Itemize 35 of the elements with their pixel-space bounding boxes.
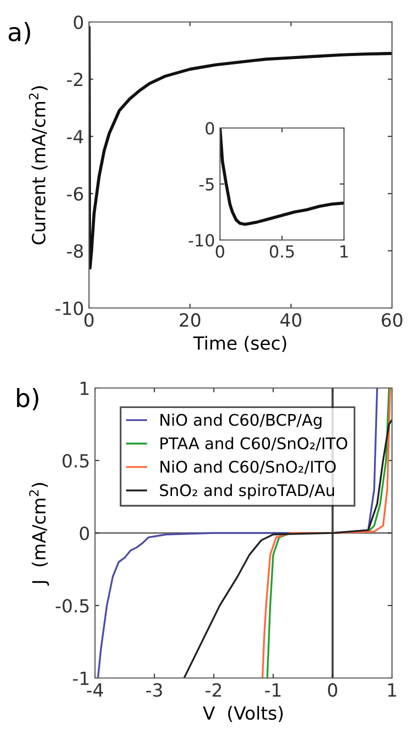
y-tick-label: 0 xyxy=(80,526,89,540)
legend-label: NiO and C60/BCP/Ag xyxy=(160,414,322,430)
y-tick-label: -10 xyxy=(56,301,83,316)
chart-title: b) xyxy=(17,388,38,410)
x-axis-title: V (Volts) xyxy=(202,706,283,722)
y-tick-label: -8 xyxy=(67,244,83,258)
x-tick-label: 1 xyxy=(340,245,348,258)
y-tick-label: -10 xyxy=(188,234,214,247)
y-tick-label: 0 xyxy=(206,122,214,135)
y-tick-label: 0 xyxy=(74,15,83,30)
line-series xyxy=(89,26,392,270)
y-tick-label: 1 xyxy=(80,382,88,395)
x-tick-label: 40 xyxy=(280,313,302,327)
y-tick-label: -5 xyxy=(199,178,214,191)
chart-title: a) xyxy=(8,22,30,44)
x-tick-label: 20 xyxy=(180,313,200,327)
x-tick-label: 1 xyxy=(388,683,396,697)
x-tick-label: 0 xyxy=(216,245,224,258)
y-tick-label: -0.5 xyxy=(56,598,89,613)
x-tick-label: -3 xyxy=(146,683,162,697)
x-axis-title: Time (sec) xyxy=(193,336,286,352)
x-tick-label: 0.5 xyxy=(270,245,294,258)
legend-label: NiO and C60/SnO₂/ITO xyxy=(160,460,336,474)
x-tick-label: 0 xyxy=(328,683,338,697)
x-tick-label: -1 xyxy=(265,683,281,697)
legend-label: SnO₂ and spiroTAD/Au xyxy=(160,484,334,500)
y-tick-label: -2 xyxy=(67,72,82,86)
y-axis-title: Current (mA/cm$^{2}$) xyxy=(28,86,48,244)
y-tick-label: -1 xyxy=(73,672,88,685)
legend-label: PTAA and C60/SnO₂/ITO xyxy=(160,437,348,451)
y-tick-label: 0.5 xyxy=(62,454,89,468)
x-tick-label: 60 xyxy=(382,313,402,327)
y-tick-label: -4 xyxy=(67,130,84,144)
y-tick-label: -6 xyxy=(67,187,84,201)
y-axis-title: J (mA/cm$^{2}$) xyxy=(29,483,50,586)
